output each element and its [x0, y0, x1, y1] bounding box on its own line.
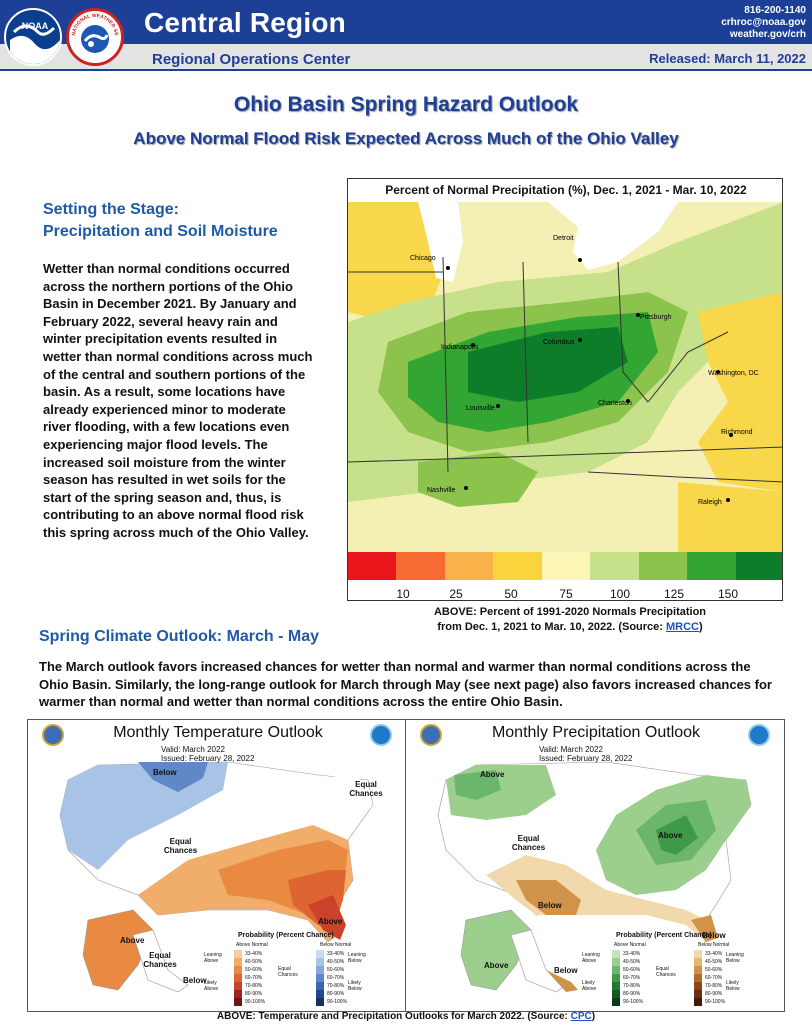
temp-label-equal-ne: Equal Chances [349, 780, 383, 798]
section-heading-climate-outlook: Spring Climate Outlook: March - May [39, 628, 320, 645]
city-charleston: Charleston [598, 400, 632, 407]
page-title: Ohio Basin Spring Hazard Outlook [233, 93, 579, 116]
mrcc-link[interactable]: MRCC [666, 621, 699, 633]
legend-label: 100 [609, 587, 631, 601]
temp-below-bins: 33-40% 40-50% 50-60% 60-70% 70-80% 80-90% 90-1… [327, 951, 348, 1005]
temperature-outlook-map: Monthly Temperature Outlook Valid: March… [27, 719, 407, 1012]
temp-label-below: Below [153, 768, 177, 777]
temp-above-bins: 33-40% 40-50% 50-60% 60-70% 70-80% 80-90% 90-1… [245, 951, 266, 1005]
city-detroit: Detroit [553, 235, 574, 242]
temp-label-above-ak: Above [120, 936, 145, 945]
noaa-logo: NOAA [4, 8, 62, 66]
temp-outlook-title: Monthly Temperature Outlook [113, 724, 323, 741]
legend-swatch-3 [444, 552, 494, 580]
precip-label-below-south: Below [538, 901, 562, 910]
legend-label: 125 [663, 587, 685, 601]
precip-label-below-fl: Below [702, 931, 726, 940]
contact-web[interactable]: weather.gov/crh [729, 29, 806, 40]
legend-label: 50 [504, 587, 518, 601]
city-louisville: Louisville [466, 405, 495, 412]
legend-label: 75 [559, 587, 573, 601]
precip-above-swatches [612, 950, 620, 1006]
legend-label: 25 [449, 587, 463, 601]
precip-label-above-ohio: Above [658, 831, 683, 840]
caption-line2: from Dec. 1, 2021 to Mar. 10, 2022. (Sou… [437, 621, 703, 633]
temp-outlook-validity: Valid: March 2022 Issued: February 28, 2… [161, 745, 254, 763]
section-heading-setting-stage: Setting the Stage: Precipitation and Soi… [43, 199, 323, 243]
city-chicago: Chicago [410, 255, 436, 262]
precip-legend-bar [348, 552, 782, 580]
caption-line1: ABOVE: Percent of 1991-2020 Normals Prec… [433, 606, 707, 618]
noaa-logo-text: NOAA [22, 21, 49, 31]
legend-swatch-7 [638, 552, 688, 580]
city-indianapolis: Indianapolis [441, 344, 479, 351]
city-raleigh: Raleigh [698, 499, 722, 506]
precip-map-caption: ABOVE: Percent of 1991-2020 Normals Prec… [400, 605, 740, 635]
header-subtitle: Regional Operations Center [152, 51, 351, 68]
precip-legend-labels: 10 25 50 75 100 125 150 [348, 587, 782, 601]
legend-label: 10 [396, 587, 410, 601]
precip-issued: Issued: February 28, 2022 [539, 754, 633, 763]
precip-map-title: Percent of Normal Precipitation (%), Dec… [385, 183, 747, 197]
header-title: Central Region [144, 7, 346, 38]
temp-outlook-graphic [59, 761, 374, 993]
release-date: Released: March 11, 2022 [649, 51, 806, 66]
legend-label: 150 [717, 587, 739, 601]
city-columbus: Columbus [543, 339, 575, 346]
section-heading-line1: Setting the Stage: [43, 201, 180, 218]
temp-valid: Valid: March 2022 [161, 745, 225, 754]
legend-swatch-2 [396, 552, 445, 580]
temp-label-equal-ak: Equal Chances [143, 951, 177, 969]
precip-prob-legend: Probability (Percent Chance) Above Norma… [582, 932, 744, 1006]
section-heading-line2: Precipitation and Soil Moisture [43, 223, 278, 240]
legend-swatch-5 [541, 552, 591, 580]
section-body-setting-stage: Wetter than normal conditions occurred a… [43, 261, 313, 540]
city-pittsburgh: Pittsburgh [640, 314, 672, 321]
temp-label-above-se: Above [318, 917, 343, 926]
outlook-caption: ABOVE: Temperature and Precipitation Out… [216, 1011, 596, 1022]
contact-phone: 816-200-1140 [744, 5, 806, 16]
temp-label-below-ak: Below [183, 976, 207, 985]
city-nashville: Nashville [427, 487, 456, 494]
header-subbar [0, 44, 812, 71]
precip-label-equal-center: Equal Chances [511, 834, 546, 852]
temp-prob-legend: Probability (Percent Chance) Above Norma… [204, 932, 366, 1006]
contact-info: 816-200-1140 crhroc@noaa.gov weather.gov… [721, 5, 806, 41]
precip-outlook-graphic [437, 761, 752, 993]
precipitation-outlook-map: Monthly Precipitation Outlook Valid: Mar… [405, 719, 785, 1012]
legend-swatch-1 [348, 552, 397, 580]
temp-issued: Issued: February 28, 2022 [161, 754, 255, 763]
precip-label-below-ak: Below [554, 966, 578, 975]
precip-label-above-ak: Above [484, 961, 509, 970]
legend-swatch-8 [687, 552, 736, 580]
precip-label-above-nw: Above [480, 770, 505, 779]
page-subtitle: Above Normal Flood Risk Expected Across … [133, 129, 679, 148]
noaa-seal-icon [748, 724, 770, 746]
header-bar [0, 0, 812, 44]
legend-swatch-4 [493, 552, 542, 580]
noaa-seal-icon [370, 724, 392, 746]
cpc-link[interactable]: CPC [570, 1011, 592, 1022]
precip-percent-map: Percent of Normal Precipitation (%), Dec… [347, 178, 783, 601]
city-washington: Washington, DC [708, 370, 759, 377]
temp-above-swatches [234, 950, 242, 1006]
contact-email[interactable]: crhroc@noaa.gov [721, 17, 806, 28]
legend-swatch-6 [590, 552, 639, 580]
precip-below-swatches [694, 950, 702, 1006]
precip-valid: Valid: March 2022 [539, 745, 603, 754]
temp-below-swatches [316, 950, 324, 1006]
section-body-climate-outlook: The March outlook favors increased chanc… [39, 659, 772, 709]
precip-below-bins: 33-40% 40-50% 50-60% 60-70% 70-80% 80-90% 90-1… [705, 951, 726, 1005]
city-richmond: Richmond [721, 429, 753, 436]
nws-logo: NATIONAL WEATHER SERVICE [66, 8, 124, 66]
legend-swatch-9 [735, 552, 782, 580]
doc-seal-icon [420, 724, 442, 746]
temp-label-equal-center: Equal Chances [163, 837, 198, 855]
precip-outlook-title: Monthly Precipitation Outlook [491, 724, 701, 741]
precip-above-bins: 33-40% 40-50% 50-60% 60-70% 70-80% 80-90% 90-1… [623, 951, 644, 1005]
doc-seal-icon [42, 724, 64, 746]
precip-outlook-validity: Valid: March 2022 Issued: February 28, 2… [539, 745, 632, 763]
precip-map-graphic: Chicago Detroit Pittsburgh Columbus Indi… [348, 202, 782, 552]
